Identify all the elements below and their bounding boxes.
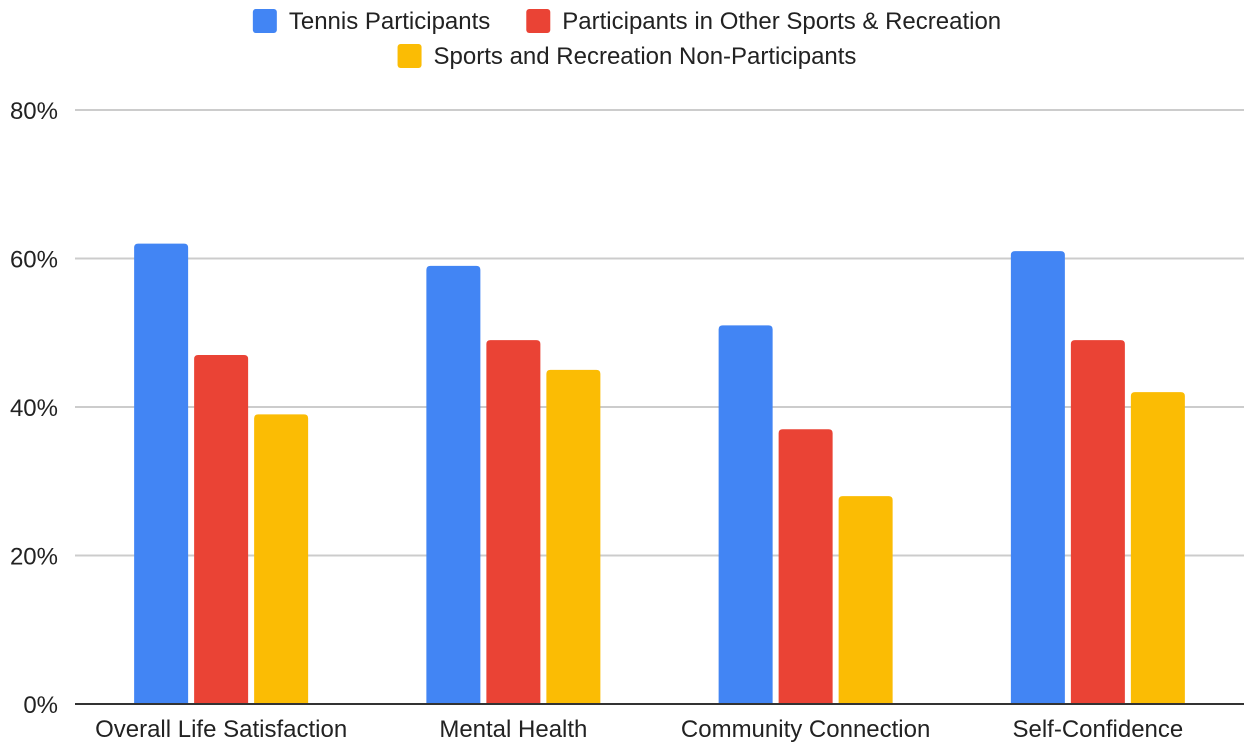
x-category-label: Overall Life Satisfaction	[95, 716, 347, 743]
legend-label: Sports and Recreation Non-Participants	[434, 43, 857, 70]
bar-tennis-participants-1	[426, 265, 481, 704]
y-tick-label: 20%	[10, 544, 58, 571]
y-tick-label: 0%	[23, 692, 58, 719]
bar-participants-in-other-sports-recreation-3	[1070, 340, 1125, 704]
x-axis-categories: Overall Life Satisfaction Mental Health Co…	[95, 716, 1183, 743]
x-category-label: Self-Confidence	[1012, 716, 1183, 743]
bar-sports-and-recreation-non-participants-2	[838, 496, 893, 704]
y-tick-label: 40%	[10, 395, 58, 422]
bars	[134, 243, 1185, 704]
bar-participants-in-other-sports-recreation-1	[486, 340, 541, 704]
bar-participants-in-other-sports-recreation-2	[778, 429, 833, 704]
legend-label: Participants in Other Sports & Recreatio…	[562, 8, 1001, 35]
legend: Tennis Participants Participants in Other…	[252, 8, 1001, 70]
bar-tennis-participants-3	[1010, 251, 1065, 704]
bar-participants-in-other-sports-recreation-0	[194, 355, 249, 704]
legend-label: Tennis Participants	[289, 8, 490, 35]
bar-tennis-participants-0	[134, 243, 189, 704]
bar-tennis-participants-2	[718, 325, 773, 704]
x-category-label: Community Connection	[681, 716, 930, 743]
gridlines	[75, 109, 1244, 557]
bar-sports-and-recreation-non-participants-3	[1130, 392, 1185, 704]
legend-swatch	[526, 9, 551, 33]
bar-sports-and-recreation-non-participants-1	[546, 369, 601, 704]
legend-swatch	[252, 9, 277, 33]
y-tick-label: 60%	[10, 247, 58, 274]
y-axis-ticks: 0% 20% 40% 60% 80%	[10, 98, 58, 719]
x-category-label: Mental Health	[439, 716, 587, 743]
y-tick-label: 80%	[10, 98, 58, 125]
bar-sports-and-recreation-non-participants-0	[254, 414, 309, 704]
legend-swatch	[397, 44, 422, 68]
